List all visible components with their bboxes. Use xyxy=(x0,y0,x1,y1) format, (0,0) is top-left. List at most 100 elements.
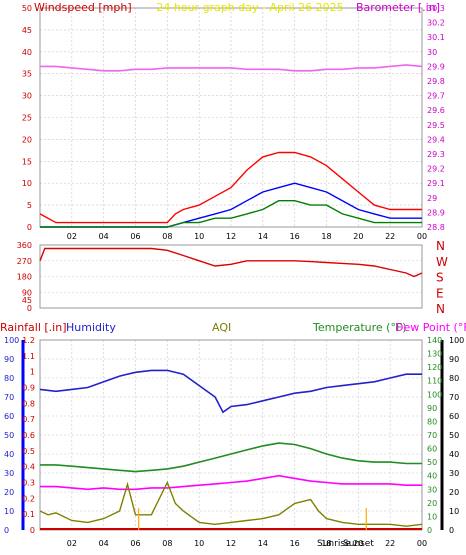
sunset-label: Sunset xyxy=(343,539,374,549)
humidity-tick-label: 20 xyxy=(4,488,14,497)
barometer-tick-label: 30 xyxy=(427,48,437,57)
temperature-tick-label: 50 xyxy=(427,458,437,467)
hour-tick-label: 10 xyxy=(194,539,204,548)
barometer-tick-label: 28.9 xyxy=(427,208,445,217)
rainfall-tick-label: 0.2 xyxy=(22,494,35,503)
right-outer-tick-label: 30 xyxy=(449,469,459,478)
humidity-tick-label: 30 xyxy=(4,469,14,478)
barometer-axis-title: Barometer [.in] xyxy=(356,1,440,14)
temperature-line xyxy=(40,442,422,473)
rainfall-tick-label: 0.5 xyxy=(22,447,35,456)
direction-tick-label: 0 xyxy=(27,304,32,313)
hour-tick-label: 20 xyxy=(353,232,363,241)
hour-tick-label: 22 xyxy=(385,232,395,241)
wind-series-green xyxy=(40,199,422,228)
wind-tick-label: 25 xyxy=(22,114,32,123)
humidity-tick-label: 0 xyxy=(4,526,9,535)
right-outer-tick-label: 10 xyxy=(449,507,459,516)
rainfall-tick-label: 0.8 xyxy=(22,399,35,408)
hour-tick-label: 08 xyxy=(162,539,172,548)
temperature-tick-label: 90 xyxy=(427,404,437,413)
sunrise-label: Sunrise xyxy=(317,539,351,549)
right-outer-tick-label: 50 xyxy=(449,431,459,440)
wind-tick-label: 45 xyxy=(22,26,32,35)
temperature-tick-label: 120 xyxy=(427,363,442,372)
direction-tick-label: 360 xyxy=(17,241,32,250)
wind-series-red xyxy=(39,151,422,224)
aqi-axis-title: AQI xyxy=(212,321,231,334)
wind-tick-label: 0 xyxy=(27,223,32,232)
wind-tick-label: 10 xyxy=(22,179,32,188)
hour-tick-label: 10 xyxy=(194,232,204,241)
direction-tick-label: 180 xyxy=(17,273,32,282)
hour-tick-label: 22 xyxy=(385,539,395,548)
wind-tick-label: 20 xyxy=(22,135,32,144)
wind-tick-label: 30 xyxy=(22,92,32,101)
temperature-tick-label: 130 xyxy=(427,350,442,359)
direction-tick-label: 270 xyxy=(17,257,32,266)
humidity-line xyxy=(39,369,422,414)
rainfall-axis-title: Rainfall [.in] xyxy=(0,321,67,334)
barometer-tick-label: 30.1 xyxy=(427,33,445,42)
barometer-line xyxy=(40,64,423,72)
barometer-tick-label: 29.2 xyxy=(427,165,445,174)
rainfall-tick-label: 1.1 xyxy=(22,352,35,361)
hour-tick-label: 08 xyxy=(162,232,172,241)
right-outer-tick-label: 90 xyxy=(449,355,459,364)
wind-direction-plot-frame xyxy=(39,244,423,309)
hour-tick-label: 12 xyxy=(226,232,236,241)
barometer-tick-label: 29.9 xyxy=(427,62,445,71)
wind-axis-title: Windspeed [mph] xyxy=(34,1,132,14)
compass-label: S xyxy=(436,271,444,285)
rainfall-tick-label: 1 xyxy=(30,368,35,377)
wind-baro-panel: 0 5 10 15 20 25 30 35 40 45 50 28.8 28.9 29 29.1 29.2 2… xyxy=(22,1,445,241)
humidity-tick-label: 90 xyxy=(4,355,14,364)
temperature-tick-label: 70 xyxy=(427,431,437,440)
temperature-tick-label: 100 xyxy=(427,390,442,399)
humidity-tick-label: 100 xyxy=(4,336,19,345)
temperature-tick-label: 10 xyxy=(427,512,437,521)
hour-tick-label: 12 xyxy=(226,539,236,548)
temperature-tick-label: 0 xyxy=(427,526,432,535)
wind-series-blue xyxy=(40,182,422,228)
wind-tick-label: 35 xyxy=(22,70,32,79)
wind-tick-label: 5 xyxy=(27,201,32,210)
humidity-tick-label: 60 xyxy=(4,412,14,421)
chart-title: 24 hour graph day - April 26 2025 xyxy=(156,1,343,14)
right-outer-tick-label: 20 xyxy=(449,488,459,497)
temperature-tick-label: 40 xyxy=(427,472,437,481)
hour-tick-label: 04 xyxy=(99,539,109,548)
rainfall-tick-label: 0.1 xyxy=(22,510,35,519)
barometer-tick-label: 30.2 xyxy=(427,19,445,28)
right-outer-tick-label: 40 xyxy=(449,450,459,459)
humidity-axis-title: Humidity xyxy=(66,321,116,334)
direction-tick-label: 90 xyxy=(22,288,32,297)
direction-tick-label: 45 xyxy=(22,296,32,305)
barometer-tick-label: 30.3 xyxy=(427,4,445,13)
dew-point-axis-title: Dew Point (°F) xyxy=(395,321,466,334)
hour-tick-label: 02 xyxy=(67,539,77,548)
temperature-axis-title: Temperature (°F) xyxy=(312,321,407,334)
hour-tick-label: 16 xyxy=(290,539,300,548)
temperature-tick-label: 30 xyxy=(427,485,437,494)
temperature-tick-label: 110 xyxy=(427,377,442,386)
barometer-tick-label: 29.5 xyxy=(427,121,445,130)
right-outer-tick-label: 60 xyxy=(449,412,459,421)
right-outer-tick-label: 70 xyxy=(449,393,459,402)
hour-tick-label: 14 xyxy=(258,232,268,241)
hour-tick-label: 06 xyxy=(130,232,140,241)
aqi-line xyxy=(39,480,423,527)
barometer-tick-label: 29.1 xyxy=(427,179,445,188)
humidity-tick-label: 80 xyxy=(4,374,14,383)
right-outer-tick-label: 80 xyxy=(449,374,459,383)
barometer-tick-label: 29.6 xyxy=(427,106,445,115)
wind-direction-line xyxy=(39,247,423,278)
hour-tick-label: 18 xyxy=(321,232,331,241)
wind-tick-label: 40 xyxy=(22,48,32,57)
rainfall-tick-label: 0.9 xyxy=(22,384,35,393)
rainfall-tick-label: 0.6 xyxy=(22,431,35,440)
compass-label: E xyxy=(436,286,444,300)
humidity-tick-label: 70 xyxy=(4,393,14,402)
